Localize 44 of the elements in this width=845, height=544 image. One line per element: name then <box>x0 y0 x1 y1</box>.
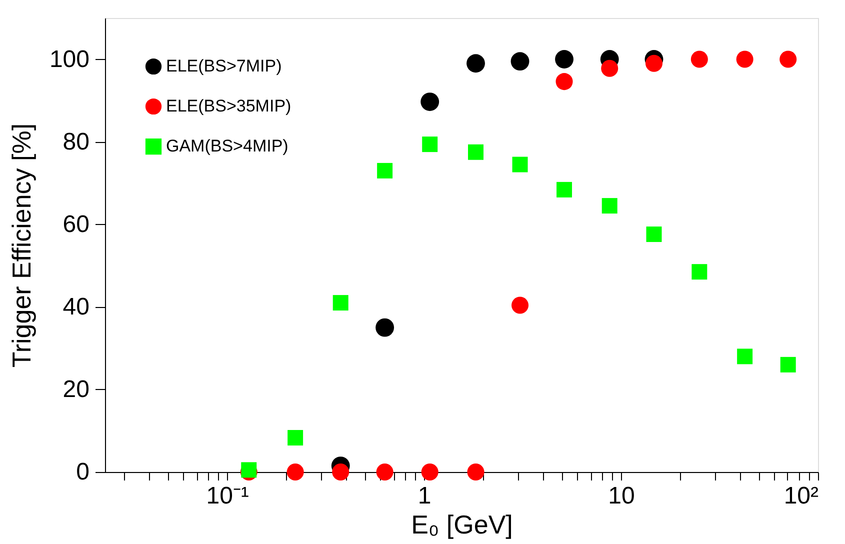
point <box>602 198 618 214</box>
y-tick-label: 60 <box>62 210 90 238</box>
legend-label: ELE(BS>35MIP) <box>166 96 292 116</box>
point <box>466 54 485 73</box>
point <box>376 464 394 480</box>
point <box>286 464 304 480</box>
y-tick-label: 80 <box>62 128 90 156</box>
point <box>780 50 797 68</box>
point <box>510 52 530 71</box>
x-axis-title: E₀ [GeV] <box>411 510 513 540</box>
y-tick-label: 100 <box>49 46 90 73</box>
point <box>555 50 574 68</box>
y-tick-label: 0 <box>76 458 90 486</box>
point <box>556 182 572 198</box>
point <box>468 144 484 160</box>
point <box>422 136 438 152</box>
point <box>512 156 528 172</box>
point <box>601 60 618 77</box>
point <box>556 73 573 90</box>
point <box>332 464 350 480</box>
point <box>467 464 484 480</box>
point <box>421 464 438 480</box>
point <box>376 318 394 337</box>
point <box>690 50 708 68</box>
point <box>377 162 393 178</box>
legend-label: ELE(BS>7MIP) <box>166 56 282 76</box>
point <box>780 356 796 372</box>
point <box>646 226 662 242</box>
point <box>645 54 662 72</box>
x-tick-label: 1 <box>418 482 432 510</box>
point <box>692 264 708 280</box>
point <box>288 430 304 446</box>
y-tick-label: 40 <box>62 293 90 320</box>
y-tick-label: 20 <box>62 376 90 403</box>
x-tick-label: 10 <box>608 482 635 510</box>
point <box>332 295 348 311</box>
point <box>736 50 754 68</box>
point <box>737 348 753 364</box>
x-tick-label: 10² <box>784 482 819 510</box>
y-axis-title: Trigger Efficiency [%] <box>6 123 36 368</box>
point <box>420 92 440 111</box>
legend-label: GAM(BS>4MIP) <box>166 136 288 156</box>
x-tick-label: 10⁻¹ <box>206 482 249 510</box>
point <box>511 296 529 314</box>
